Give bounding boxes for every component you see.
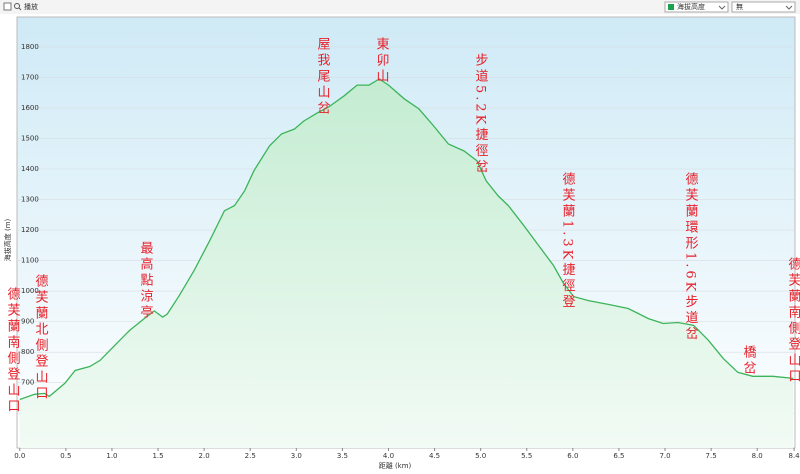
x-tick-label: 5.0 — [475, 452, 486, 460]
search-icon — [14, 3, 20, 9]
overlay-dropdown[interactable] — [731, 1, 796, 13]
y-tick-label: 1000 — [21, 287, 39, 295]
elevation-line — [19, 78, 794, 401]
y-axis-title: 海拔高度 (m) — [3, 218, 12, 261]
x-tick-label: 1.5 — [152, 452, 163, 460]
y-tick-label: 700 — [21, 379, 34, 387]
elevation-area — [19, 79, 794, 448]
annotation: 最高點涼亭 — [138, 241, 154, 321]
x-tick-label: 6.5 — [613, 452, 624, 460]
x-tick-label: 6.0 — [567, 452, 578, 460]
y-tick-label: 1600 — [21, 104, 39, 112]
x-tick-label: 7.0 — [659, 452, 670, 460]
x-tick-label: 8.4 — [789, 452, 800, 460]
dropdown-arrow — [785, 5, 793, 10]
x-tick-label: 8.0 — [752, 452, 763, 460]
dropdown-arrow — [718, 5, 726, 10]
x-tick-label: 5.5 — [521, 452, 532, 460]
overlay-dropdown-label[interactable]: 無 — [736, 2, 743, 11]
x-axis-title: 距離 (km) — [379, 461, 412, 470]
x-tick-label: 0.5 — [60, 452, 71, 460]
x-tick-label: 2.0 — [199, 452, 210, 460]
y-tick-label: 800 — [21, 348, 34, 356]
x-tick-label: 2.5 — [245, 452, 256, 460]
series-dropdown[interactable] — [664, 1, 729, 13]
y-tick-label: 1200 — [21, 226, 39, 234]
annotation: 東卯山 — [374, 36, 390, 85]
x-tick-label: 1.0 — [106, 452, 117, 460]
series-swatch — [668, 4, 674, 10]
annotation: 橋岔 — [741, 345, 757, 377]
y-tick-label: 1300 — [21, 196, 39, 204]
y-tick-label: 1500 — [21, 134, 39, 142]
y-tick-label: 1800 — [21, 43, 39, 51]
toolbar — [0, 0, 800, 14]
annotation: 德芙蘭1.3K捷徑登 — [560, 172, 576, 310]
search-icon-handle — [18, 7, 22, 11]
y-tick-label: 1100 — [21, 257, 39, 265]
annotation: 德芙蘭環形1.6K步道岔 — [683, 172, 699, 342]
x-tick-label: 4.0 — [383, 452, 394, 460]
annotation: 步道5.2K捷徑岔 — [473, 53, 489, 175]
annotation: 德芙蘭北側登山口 — [33, 274, 49, 402]
x-tick-label: 7.5 — [706, 452, 717, 460]
x-tick-label: 4.5 — [429, 452, 440, 460]
annotation: 德芙蘭南側登山口 — [5, 287, 21, 415]
y-tick-label: 1700 — [21, 73, 39, 81]
series-dropdown-label[interactable]: 海拔高度 — [677, 2, 705, 11]
annotation: 德芙蘭南側登山口 — [786, 257, 800, 385]
annotation: 屋我尾山岔 — [315, 37, 331, 117]
y-tick-label: 1400 — [21, 165, 39, 173]
y-tick-label: 900 — [21, 318, 34, 326]
x-tick-label: 3.0 — [291, 452, 302, 460]
checkbox[interactable] — [3, 2, 12, 11]
play-label[interactable]: 播放 — [24, 2, 38, 11]
x-tick-label: 3.5 — [337, 452, 348, 460]
x-tick-label: 0.0 — [14, 452, 25, 460]
